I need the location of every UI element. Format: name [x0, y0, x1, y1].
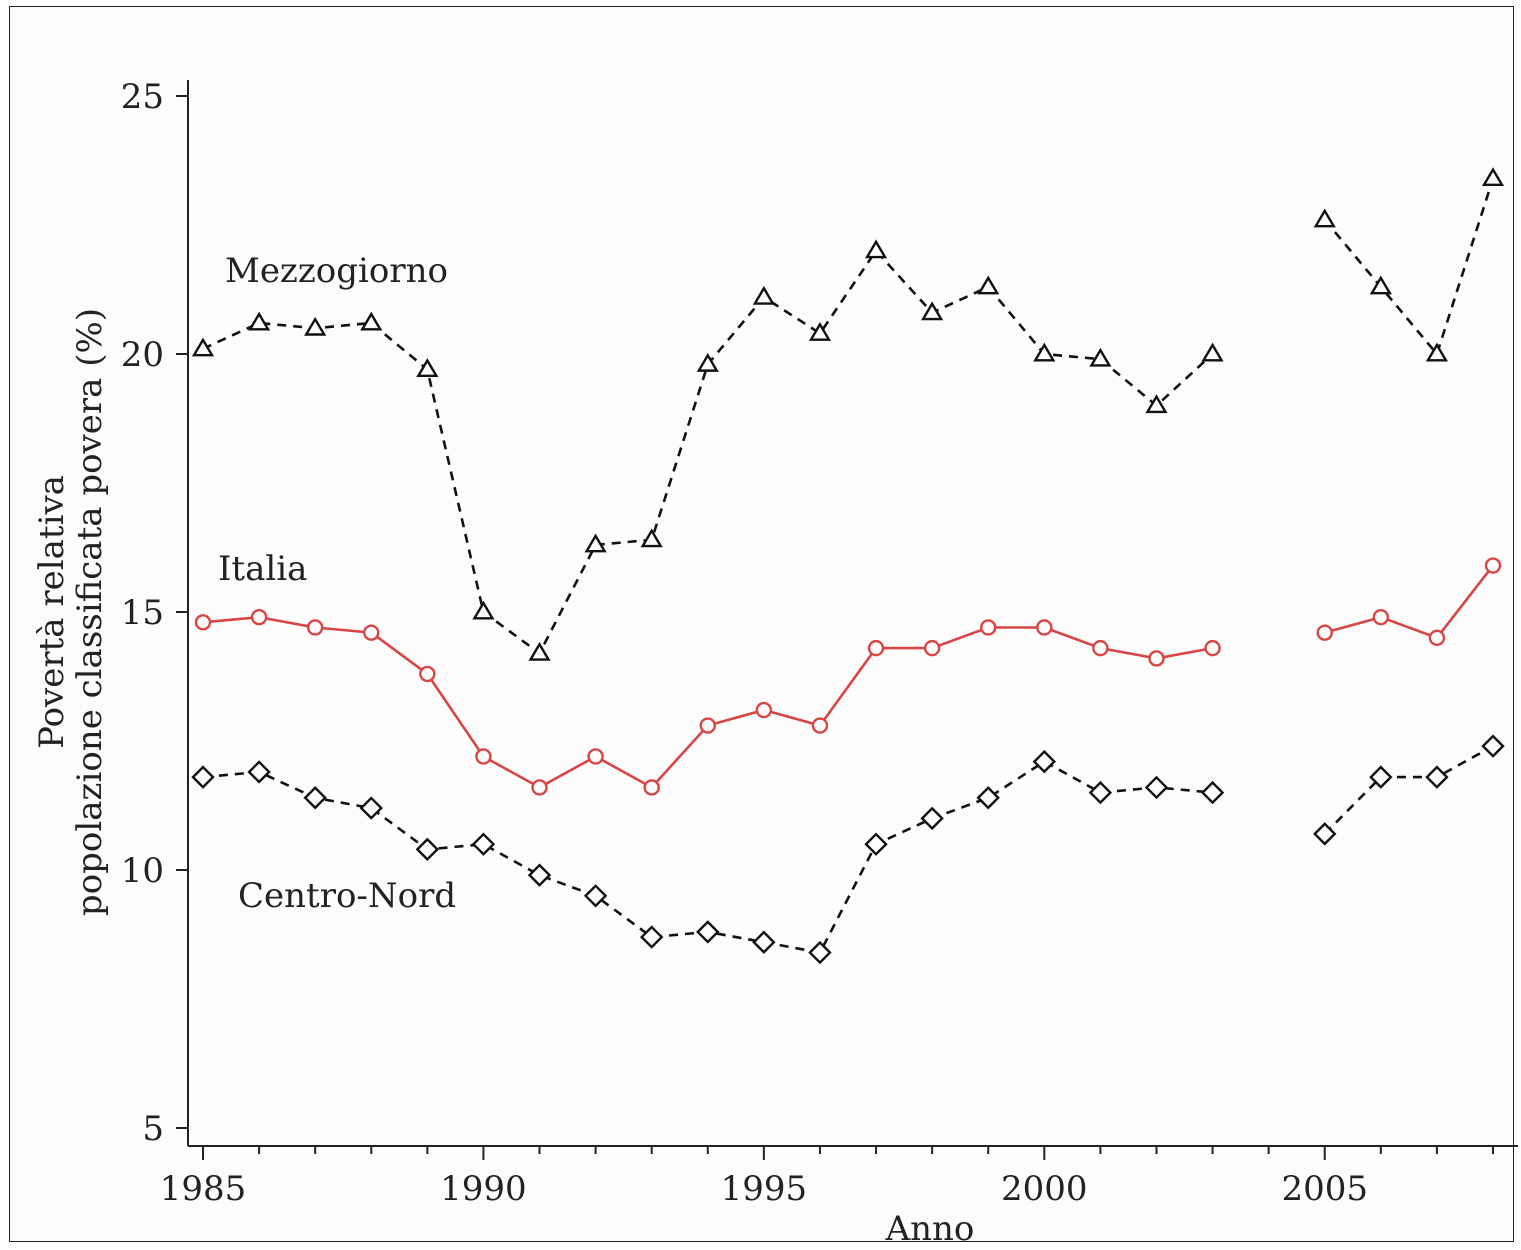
marker-diamond — [864, 832, 888, 856]
series-line-centro-nord — [1323, 745, 1494, 835]
marker-circle — [194, 614, 212, 631]
marker-triangle — [1481, 167, 1505, 187]
x-tick-label: 1990 — [440, 1169, 527, 1209]
series-label-mezzogiorno: Mezzogiorno — [225, 251, 448, 291]
x-tick-label: 2005 — [1281, 1169, 1368, 1209]
marker-triangle — [1425, 342, 1449, 362]
marker-triangle — [360, 311, 383, 331]
x-tick-label: 1985 — [160, 1169, 247, 1209]
marker-diamond — [1425, 765, 1449, 789]
marker-circle — [587, 748, 604, 765]
marker-triangle — [1033, 342, 1056, 362]
marker-triangle — [416, 358, 439, 377]
marker-diamond — [1481, 734, 1505, 758]
marker-diamond — [359, 796, 383, 820]
marker-triangle — [977, 275, 1000, 295]
marker-triangle — [1089, 347, 1112, 367]
marker-diamond — [583, 884, 608, 908]
marker-triangle — [528, 641, 551, 661]
marker-diamond — [1144, 775, 1169, 800]
marker-triangle — [696, 352, 719, 372]
marker-triangle — [640, 528, 663, 548]
marker-triangle — [472, 600, 495, 620]
marker-diamond — [1369, 765, 1393, 789]
marker-diamond — [976, 786, 1000, 810]
series-mezzogiorno — [191, 167, 1505, 661]
y-tick-label: 15 — [121, 593, 164, 633]
marker-diamond — [1088, 780, 1113, 805]
x-tick-label: 1995 — [721, 1169, 808, 1209]
marker-triangle — [752, 285, 775, 305]
x-tick-label: 2000 — [1001, 1169, 1088, 1209]
marker-triangle — [1201, 342, 1224, 362]
series-centro-nord — [191, 734, 1505, 965]
marker-triangle — [191, 337, 215, 357]
series-line-mezzogiorno — [1323, 178, 1495, 357]
marker-diamond — [696, 920, 720, 944]
series-label-italia: Italia — [218, 549, 307, 589]
marker-triangle — [1145, 394, 1168, 414]
marker-diamond — [639, 925, 664, 949]
marker-triangle — [808, 321, 832, 341]
series-line-italia — [1324, 564, 1495, 640]
marker-circle — [643, 779, 660, 796]
marker-diamond — [303, 786, 327, 810]
marker-circle — [250, 608, 268, 626]
marker-triangle — [1313, 208, 1336, 228]
marker-diamond — [808, 940, 832, 965]
marker-triangle — [584, 533, 607, 553]
marker-diamond — [471, 832, 496, 856]
marker-diamond — [1200, 780, 1225, 805]
marker-circle — [419, 665, 436, 683]
marker-circle — [1316, 624, 1333, 641]
marker-diamond — [1032, 749, 1057, 774]
series-line-italia — [202, 615, 1213, 790]
marker-circle — [1484, 557, 1502, 574]
series-italia — [194, 557, 1502, 796]
marker-circle — [306, 619, 324, 636]
marker-circle — [755, 701, 773, 719]
marker-circle — [980, 619, 997, 636]
y-axis-title-line-2: popolazione classificata povera (%) — [70, 308, 110, 916]
x-axis-title: Anno — [885, 1209, 975, 1249]
marker-circle — [1204, 639, 1221, 657]
marker-circle — [699, 717, 716, 734]
y-tick-label: 20 — [121, 335, 164, 375]
marker-circle — [1372, 608, 1390, 626]
labels-layer: Mezzogiorno Italia Centro-Nord Anno Pove… — [32, 251, 974, 1249]
marker-circle — [1428, 629, 1446, 646]
marker-triangle — [304, 316, 327, 336]
marker-diamond — [752, 930, 776, 954]
marker-diamond — [191, 765, 215, 789]
marker-diamond — [1313, 822, 1337, 846]
marker-triangle — [247, 311, 271, 331]
y-tick-label: 5 — [142, 1109, 164, 1149]
marker-circle — [811, 717, 829, 734]
marker-diamond — [920, 806, 944, 831]
y-tick-label: 10 — [121, 851, 164, 891]
marker-triangle — [864, 239, 888, 259]
marker-circle — [531, 779, 548, 796]
marker-circle — [1148, 650, 1165, 667]
axes: 5 10 15 20 25 1985 1990 1995 2000 2005 — [121, 77, 1518, 1209]
y-axis-title-line-1: Povertà relativa — [32, 475, 72, 749]
marker-circle — [1092, 639, 1109, 657]
marker-circle — [867, 639, 885, 657]
marker-circle — [923, 639, 941, 657]
marker-triangle — [921, 301, 944, 321]
marker-circle — [363, 624, 380, 641]
series-layer — [191, 167, 1505, 965]
series-label-centro-nord: Centro-Nord — [238, 876, 456, 916]
marker-triangle — [1369, 275, 1392, 295]
marker-diamond — [527, 863, 552, 887]
series-line-mezzogiorno — [202, 248, 1214, 656]
marker-circle — [1036, 619, 1053, 636]
marker-diamond — [415, 837, 440, 862]
marker-diamond — [247, 760, 271, 784]
marker-circle — [475, 748, 492, 765]
y-tick-label: 25 — [121, 77, 164, 117]
